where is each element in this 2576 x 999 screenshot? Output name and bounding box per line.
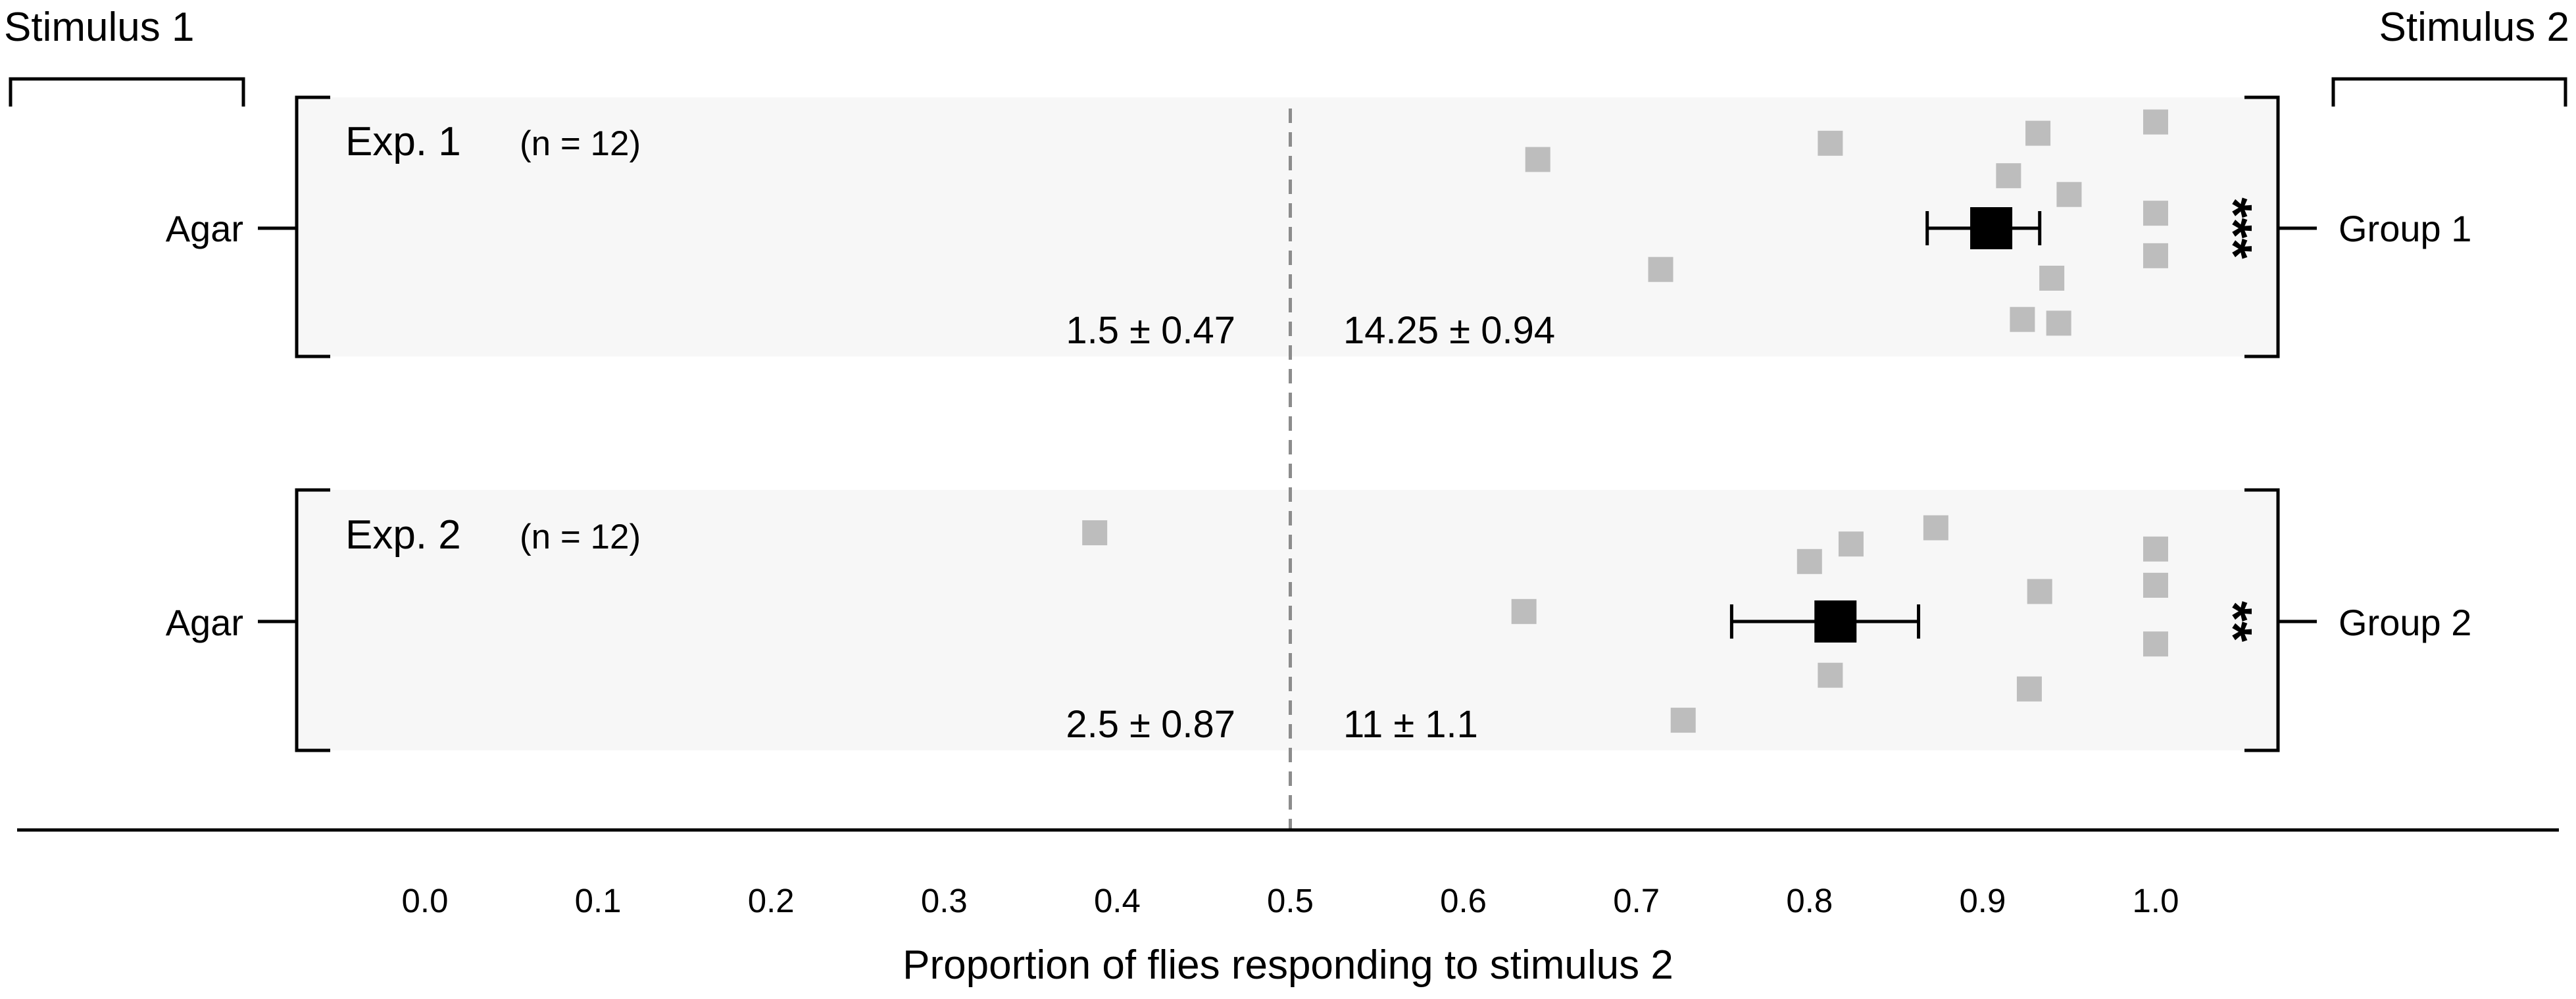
exp2-significance: ** [2204, 601, 2263, 643]
x-tick-label: 0.2 [748, 882, 795, 919]
mean-markers [1729, 207, 2042, 643]
exp1-title: Exp. 1 [345, 119, 461, 164]
exp1-significance: *** [2204, 197, 2263, 259]
exp2-left-label: Agar [166, 602, 243, 643]
exp2-data-point [1923, 515, 1948, 541]
experiment-bands [297, 97, 2278, 750]
exp2-right-stat: 11 ± 1.1 [1343, 703, 1478, 746]
x-tick-label: 0.5 [1267, 882, 1314, 919]
left-header: Stimulus 1 [4, 5, 194, 50]
x-tick-label: 0.7 [1613, 882, 1660, 919]
exp1-data-point [2025, 120, 2051, 146]
exp2-data-point [1818, 662, 1843, 688]
exp1-data-point [2143, 201, 2168, 226]
exp1-data-point [1996, 163, 2021, 189]
x-tick-label: 0.8 [1786, 882, 1833, 919]
exp1-data-point [1525, 147, 1550, 172]
exp1-data-point [2046, 310, 2071, 336]
exp2-data-point [1838, 531, 1864, 557]
exp2-data-point [1796, 548, 1822, 574]
x-axis-ticks: 0.0 0.1 0.2 0.3 0.4 0.5 0.6 0.7 0.8 0.9 1.0 [402, 882, 2179, 919]
exp1-data-point [2039, 266, 2065, 291]
exp2-data-point [1670, 708, 1696, 733]
exp2-title: Exp. 2 [345, 512, 461, 558]
exp1-right-stat: 14.25 ± 0.94 [1343, 309, 1555, 352]
exp1-n-label: (n = 12) [520, 124, 641, 163]
exp2-data-point [2143, 536, 2168, 562]
exp1-data-point [1648, 256, 1673, 282]
exp1-data-point [2056, 182, 2082, 207]
exp1-mean-marker [1970, 207, 2013, 249]
exp2-data-point [2143, 572, 2168, 598]
exp1-data-point [2143, 243, 2168, 268]
x-tick-label: 0.6 [1440, 882, 1487, 919]
left-header-bracket [9, 77, 245, 107]
exp2-data-point [2016, 676, 2042, 702]
exp2-data-point [1511, 598, 1537, 624]
x-tick-label: 1.0 [2133, 882, 2179, 919]
exp2-left-stat: 2.5 ± 0.87 [1066, 703, 1235, 746]
exp1-right-label: Group 1 [2339, 208, 2471, 249]
data-points [1082, 109, 2168, 733]
x-axis-label: Proportion of flies responding to stimul… [903, 942, 1673, 988]
exp1-data-point [1818, 130, 1843, 156]
exp2-data-point [2027, 579, 2052, 604]
exp2-mean-marker [1814, 600, 1857, 643]
x-tick-label: 0.3 [921, 882, 968, 919]
side-brackets [258, 95, 2317, 752]
right-header: Stimulus 2 [2379, 5, 2569, 50]
exp1-left-label: Agar [166, 208, 243, 249]
exp1-data-point [2010, 306, 2035, 332]
right-header-bracket [2331, 77, 2567, 107]
exp1-data-point [2143, 109, 2168, 135]
exp2-right-label: Group 2 [2339, 602, 2471, 643]
x-tick-label: 0.4 [1094, 882, 1141, 919]
exp2-data-point [1082, 520, 1108, 546]
x-tick-label: 0.1 [575, 882, 622, 919]
exp2-n-label: (n = 12) [520, 518, 641, 556]
x-tick-label: 0.9 [1959, 882, 2006, 919]
exp2-data-point [2143, 631, 2168, 657]
exp1-left-stat: 1.5 ± 0.47 [1066, 309, 1235, 352]
x-tick-label: 0.0 [402, 882, 449, 919]
